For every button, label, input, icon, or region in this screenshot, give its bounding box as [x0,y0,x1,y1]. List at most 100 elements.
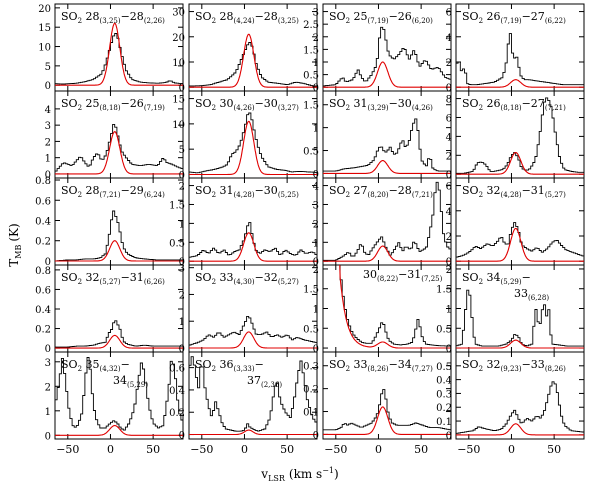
transition-label-part: (3,25) [100,17,121,25]
transition-label-line2: 34(5,29) [113,374,148,389]
transition-label-part: −29 [121,184,144,197]
model-spectrum [323,245,451,262]
y-tick-label: 0.2 [35,325,51,336]
transition-label: SO2 31(4,28)−30(5,25) [195,184,299,199]
model-spectrum [189,33,317,88]
y-tick-label: 0.2 [436,403,452,414]
transition-label-part: (4,24) [234,17,255,25]
transition-label-part: (3,33) [234,365,255,373]
transition-label-part: (5,27) [278,278,299,286]
y-tick-label: 0 [45,431,51,442]
transition-label-part: SO [195,10,212,23]
observed-spectrum [55,123,183,172]
transition-label-part: 28 [82,10,100,23]
transition-label-part: 30 [363,268,377,281]
model-spectrum [339,265,451,349]
transition-label: SO2 28(7,21)−29(6,24) [61,184,165,199]
panel-plot-area [55,210,183,262]
transition-label-part: (7,21) [545,104,566,112]
x-tick-label: 50 [547,443,561,456]
transition-label-part: SO [329,184,346,197]
y-tick-label: 0.5 [436,362,452,373]
transition-label: SO2 27(8,20)−28(7,21) [329,184,433,199]
y-tick-label: 0 [45,170,51,181]
y-tick-label: 0 [313,169,319,180]
transition-label-line2: 33(6,28) [514,287,549,302]
transition-label-part: (4,26) [412,104,433,112]
panel-plot-area [55,320,183,349]
y-tick-label: 5 [45,62,51,73]
y-tick-label: 4 [45,105,51,116]
transition-label-part: −32 [255,271,278,284]
panel-frame [188,351,318,440]
observed-spectrum [323,265,451,347]
transition-label-part: SO [462,97,479,110]
model-spectrum [55,240,183,262]
transition-label-part: 2 [212,17,216,25]
panel-plot-area [323,265,451,349]
transition-label-part: (8,18) [501,104,522,112]
y-tick-label: 3 [313,8,319,19]
transition-label-part: 2 [212,365,216,373]
y-tick-label: 0 [313,83,319,94]
x-axis-title-unit: (km s [289,467,322,481]
transition-label-part: 33 [514,287,528,300]
y-axis-title-unit: (K) [7,223,21,241]
y-tick-label: 15 [172,95,185,106]
transition-label-part: 2 [346,191,350,199]
y-tick-label: 4 [313,182,319,193]
y-tick-label: 0.5 [303,147,319,158]
transition-label-part: SO [61,10,78,23]
transition-label-part: (5,29) [127,381,148,389]
y-tick-label: 0.2 [169,408,185,419]
model-spectrum [55,334,183,349]
transition-label-part: 2 [212,104,216,112]
transition-label: SO2 32(5,27)−31(6,26) [61,271,165,286]
panel-plot-area [456,97,584,175]
transition-label-part: 32 [483,358,501,371]
x-axis-title-exponent: −1 [322,466,334,475]
y-tick-label: 20 [172,33,185,44]
panel-plot-area [55,22,183,86]
transition-label-part: (7,19) [144,104,165,112]
transition-label-line2: 37(2,36) [247,374,282,389]
transition-label-part: 35 [82,358,100,371]
transition-label-part: 26 [483,10,501,23]
panel-plot-area [456,381,584,436]
transition-label-part: (7,21) [100,191,121,199]
panel-frame [322,351,452,440]
model-spectrum [456,227,584,262]
transition-label-part: SO [61,97,78,110]
transition-label-part: 2 [78,17,82,25]
y-tick-label: 0 [179,344,185,355]
model-spectrum [55,131,183,175]
y-axis-title-symbol: T [7,259,21,267]
x-tick-label: 0 [375,443,382,456]
panel-frame [54,351,184,440]
y-tick-label: 2 [45,137,51,148]
model-spectrum [456,79,584,88]
transition-label-part: − [522,271,531,284]
spectrum-panel: −50 0 50 0 0.1 0.2 0.3 SO2 33(8,26)−34(7,27) [303,351,452,456]
transition-label-part: (4,28) [501,191,522,199]
observed-spectrum [456,381,584,434]
transition-label-part: (8,18) [100,104,121,112]
y-tick-label: 1 [45,407,51,418]
transition-label-part: 2 [479,278,483,286]
observed-spectrum [456,33,584,86]
observed-spectrum [189,356,317,432]
model-spectrum [55,22,183,86]
y-tick-label: 0.4 [35,305,51,316]
transition-label-part: SO [462,10,479,23]
transition-label-part: (6,22) [545,17,566,25]
y-tick-label: 5 [179,145,185,156]
observed-spectrum [323,118,451,172]
